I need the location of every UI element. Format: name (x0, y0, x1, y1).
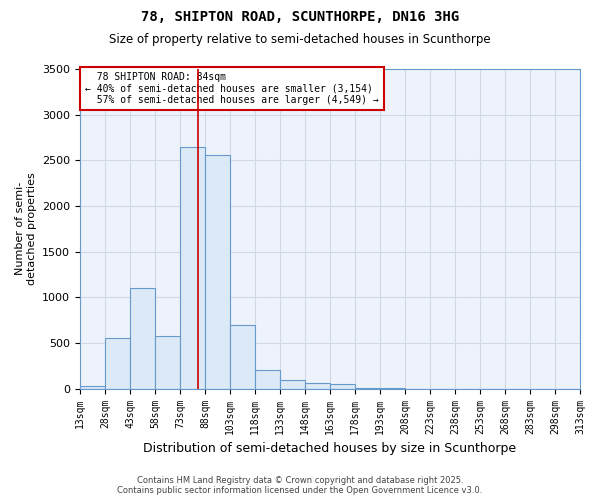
Bar (105, 338, 130, 388)
Bar (205, 155, 230, 388)
Bar (305, 383, 330, 388)
Text: Contains HM Land Registry data © Crown copyright and database right 2025.
Contai: Contains HM Land Registry data © Crown c… (118, 476, 482, 495)
Bar (330, 384, 355, 388)
Text: 78 SHIPTON ROAD: 84sqm
← 40% of semi-detached houses are smaller (3,154)
  57% o: 78 SHIPTON ROAD: 84sqm ← 40% of semi-det… (85, 72, 379, 106)
Bar (280, 380, 305, 388)
Bar (80, 386, 105, 388)
Bar (130, 288, 155, 388)
Bar (155, 336, 180, 388)
X-axis label: Distribution of semi-detached houses by size in Scunthorpe: Distribution of semi-detached houses by … (143, 442, 517, 455)
Bar (180, 146, 205, 388)
Text: Size of property relative to semi-detached houses in Scunthorpe: Size of property relative to semi-detach… (109, 32, 491, 46)
Bar (230, 325, 255, 388)
Text: 78, SHIPTON ROAD, SCUNTHORPE, DN16 3HG: 78, SHIPTON ROAD, SCUNTHORPE, DN16 3HG (141, 10, 459, 24)
Y-axis label: Number of semi-
detached properties: Number of semi- detached properties (15, 172, 37, 285)
Bar (255, 370, 280, 388)
